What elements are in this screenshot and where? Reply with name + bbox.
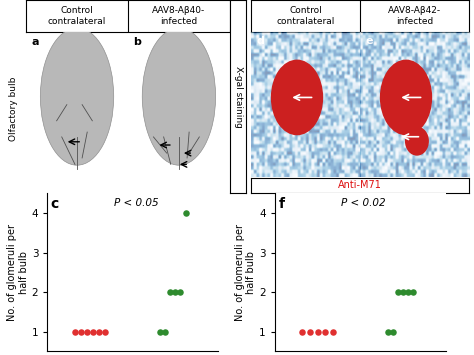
Text: a: a bbox=[31, 37, 39, 47]
Point bbox=[410, 289, 417, 295]
Point bbox=[404, 289, 412, 295]
Point bbox=[299, 329, 306, 334]
Point bbox=[384, 329, 392, 334]
Text: d: d bbox=[257, 36, 264, 46]
Text: Control
contralateral: Control contralateral bbox=[276, 6, 335, 26]
Point bbox=[156, 329, 164, 334]
Point bbox=[161, 329, 169, 334]
Point bbox=[166, 289, 174, 295]
Y-axis label: No. of glomeruli per
half bulb: No. of glomeruli per half bulb bbox=[235, 224, 256, 321]
Point bbox=[314, 329, 321, 334]
Text: e: e bbox=[366, 36, 373, 46]
Text: f: f bbox=[278, 197, 284, 211]
Ellipse shape bbox=[271, 60, 323, 135]
Ellipse shape bbox=[380, 60, 432, 135]
Text: AAV8-Aβ42-
infected: AAV8-Aβ42- infected bbox=[388, 6, 441, 26]
Point bbox=[89, 329, 97, 334]
Y-axis label: No. of glomeruli per
half bulb: No. of glomeruli per half bulb bbox=[8, 224, 29, 321]
Text: P < 0.02: P < 0.02 bbox=[341, 198, 386, 208]
Text: AAV8-Aβ40-
infected: AAV8-Aβ40- infected bbox=[152, 6, 206, 26]
Point bbox=[77, 329, 85, 334]
Text: X-gal staining: X-gal staining bbox=[234, 66, 243, 128]
Point bbox=[101, 329, 109, 334]
Text: b: b bbox=[133, 37, 141, 47]
Point bbox=[172, 289, 179, 295]
Point bbox=[389, 329, 396, 334]
Ellipse shape bbox=[40, 28, 114, 165]
Point bbox=[177, 289, 184, 295]
Point bbox=[399, 289, 407, 295]
Point bbox=[329, 329, 337, 334]
Text: Olfactory bulb: Olfactory bulb bbox=[9, 77, 18, 141]
Point bbox=[83, 329, 91, 334]
Point bbox=[71, 329, 79, 334]
Point bbox=[182, 211, 190, 216]
Text: Control
contralateral: Control contralateral bbox=[48, 6, 106, 26]
Ellipse shape bbox=[142, 28, 216, 165]
Text: c: c bbox=[51, 197, 59, 211]
Text: Anti-M71: Anti-M71 bbox=[338, 180, 382, 191]
Point bbox=[95, 329, 103, 334]
Ellipse shape bbox=[405, 126, 429, 155]
Point bbox=[306, 329, 314, 334]
Point bbox=[321, 329, 329, 334]
Text: P < 0.05: P < 0.05 bbox=[114, 198, 158, 208]
Point bbox=[394, 289, 401, 295]
